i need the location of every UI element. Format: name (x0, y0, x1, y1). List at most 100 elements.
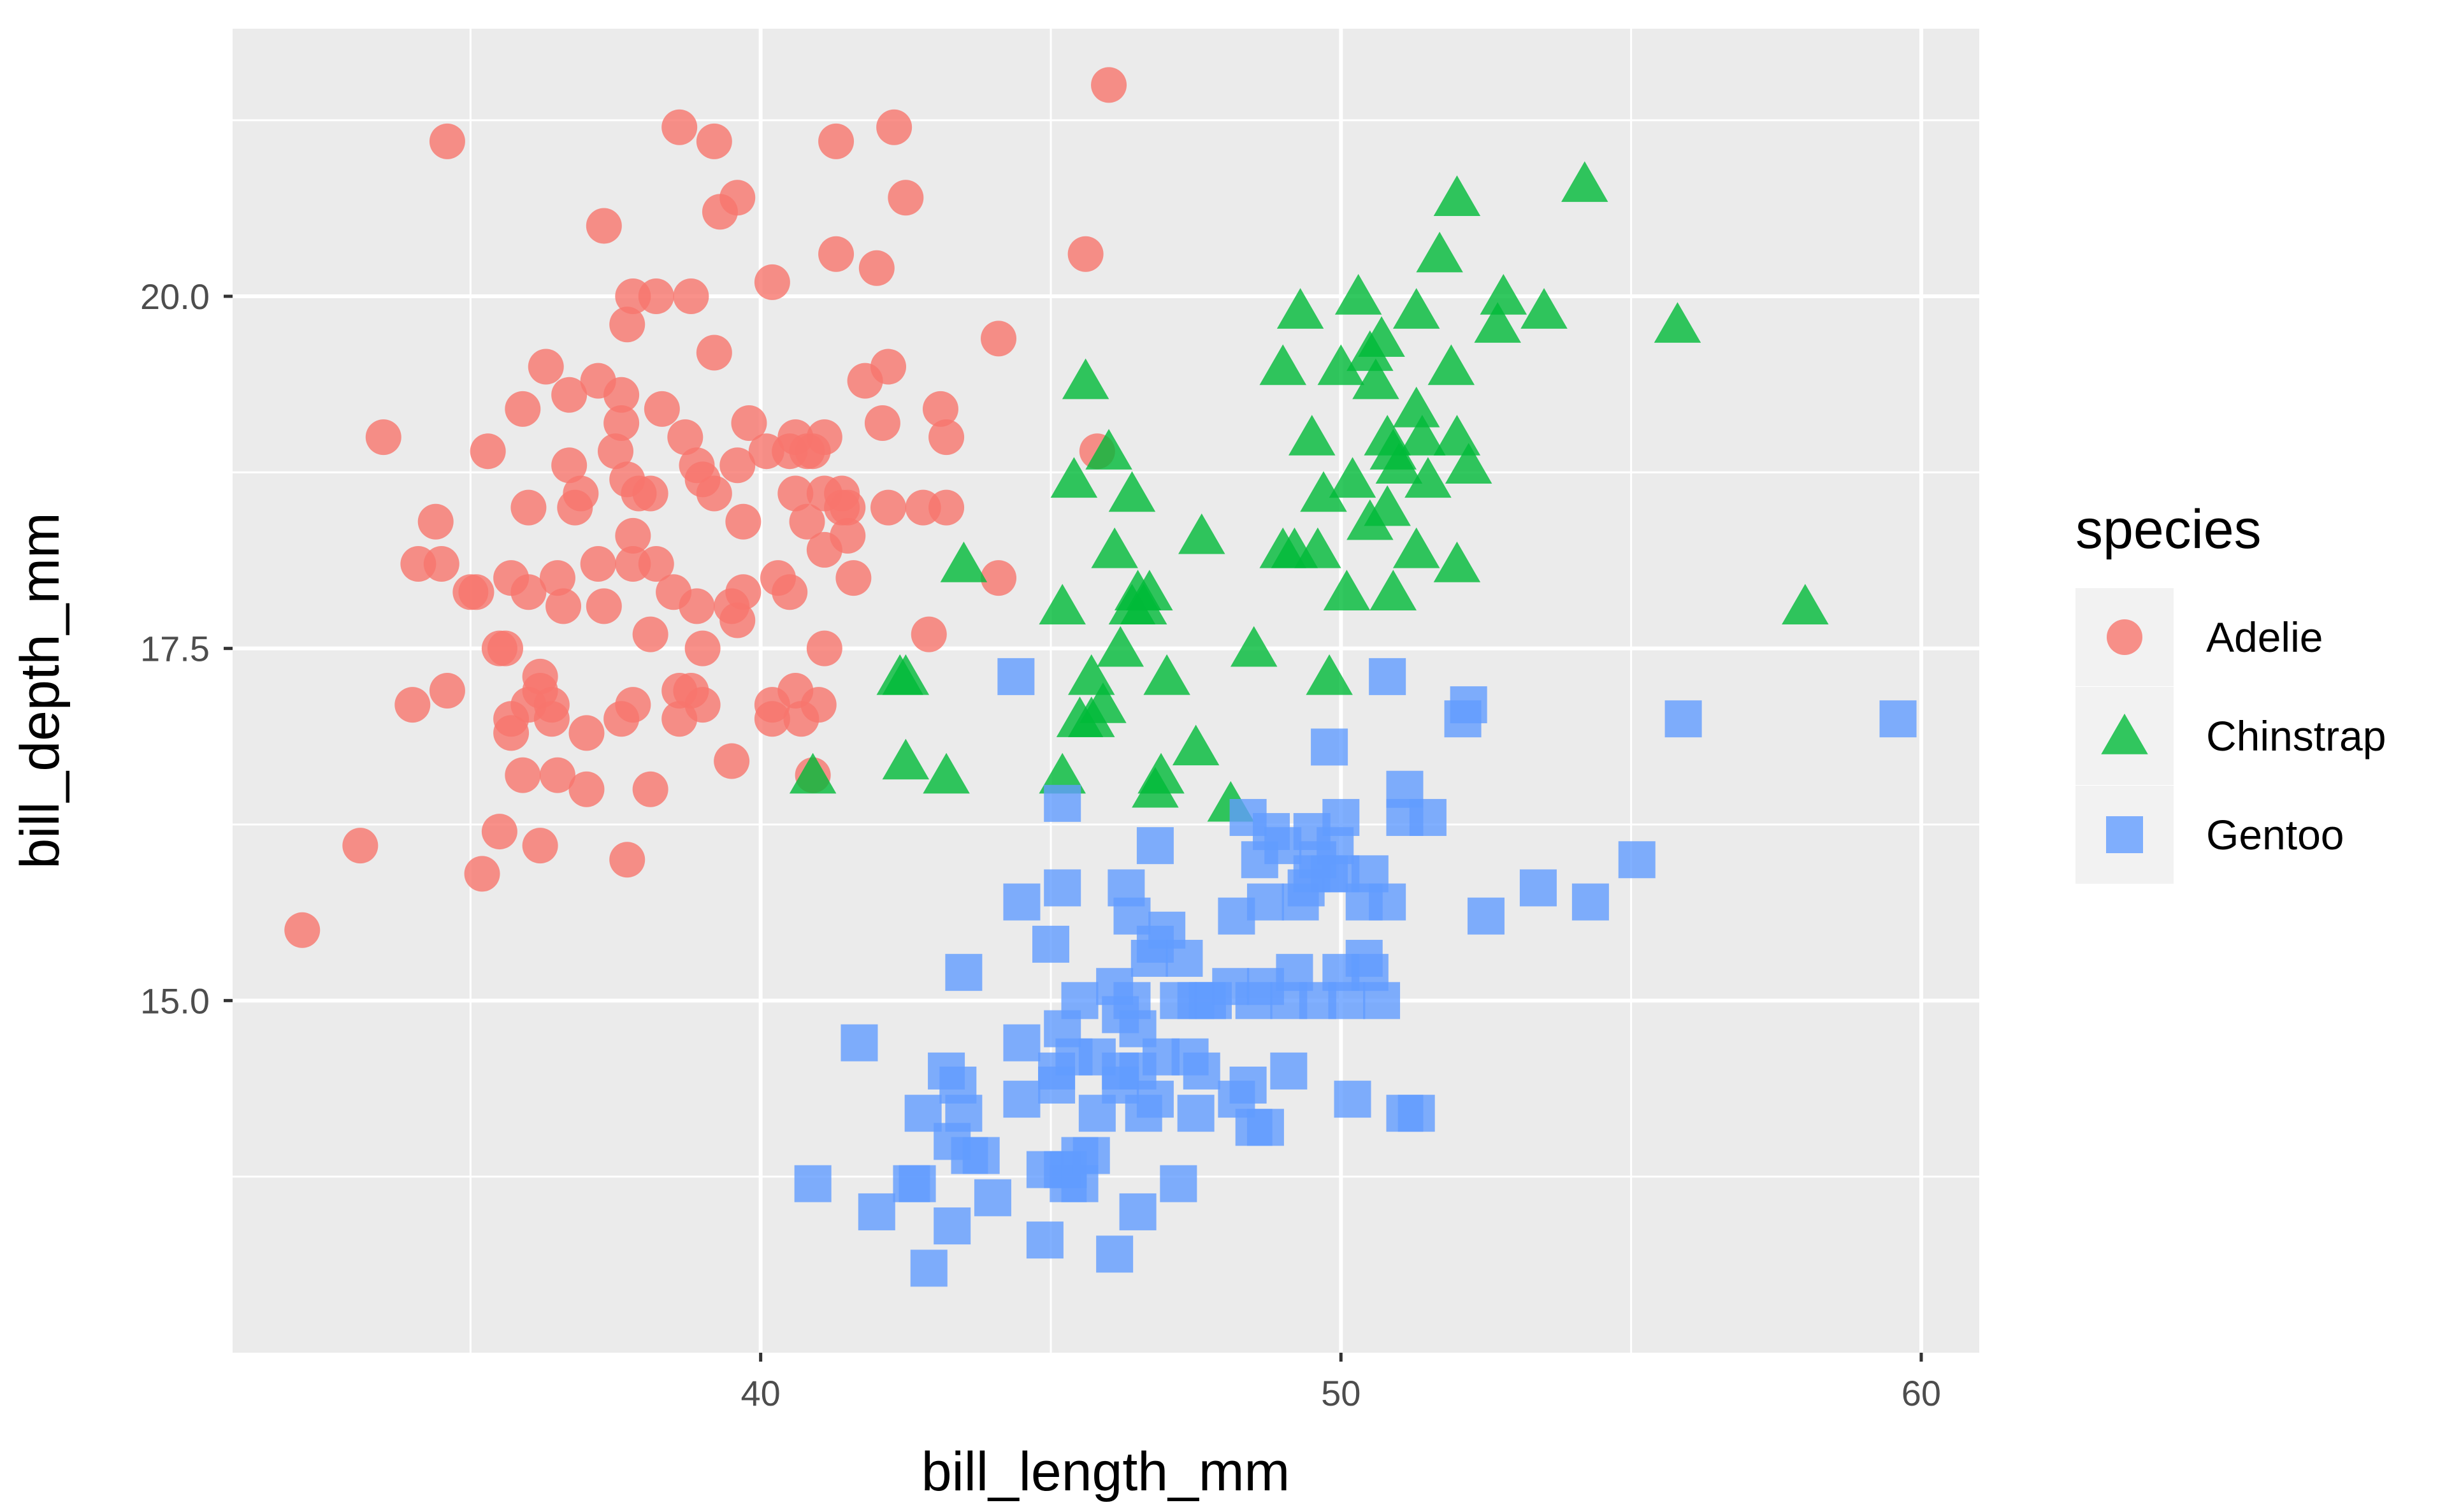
data-point-adelie (928, 489, 965, 526)
data-point-adelie (638, 278, 674, 315)
data-point-adelie (568, 715, 605, 751)
legend: species Adelie Chinstrap Gentoo (2075, 499, 2386, 884)
data-point-adelie (632, 475, 668, 512)
data-point-chinstrap (1329, 457, 1376, 498)
data-point-adelie (696, 475, 732, 512)
data-point-gentoo (1136, 827, 1174, 865)
series-chinstrap (789, 161, 1829, 822)
data-point-adelie (911, 616, 947, 652)
data-point-chinstrap (1352, 358, 1399, 400)
legend-key-triangle (2101, 714, 2148, 754)
data-point-gentoo (1397, 1095, 1435, 1132)
data-point-adelie (696, 123, 732, 159)
data-point-gentoo (1879, 700, 1917, 738)
data-point-chinstrap (1172, 724, 1220, 766)
data-point-adelie (876, 109, 913, 145)
data-point-chinstrap (1137, 752, 1185, 794)
data-point-chinstrap (1358, 316, 1405, 357)
data-point-gentoo (1450, 686, 1487, 724)
data-point-gentoo (1246, 883, 1284, 921)
data-point-adelie (458, 574, 494, 610)
data-point-adelie (586, 588, 622, 624)
data-point-chinstrap (882, 654, 930, 695)
data-point-adelie (638, 546, 674, 582)
data-point-adelie (522, 828, 558, 864)
data-point-chinstrap (1050, 457, 1098, 498)
data-point-chinstrap (1433, 542, 1481, 582)
data-point-adelie (598, 433, 634, 470)
data-point-adelie (632, 616, 668, 652)
data-point-chinstrap (1108, 471, 1156, 512)
data-point-adelie (551, 447, 588, 484)
data-point-chinstrap (789, 752, 837, 794)
data-point-gentoo (1003, 1024, 1041, 1062)
data-point-chinstrap (1416, 231, 1463, 273)
data-point-chinstrap (1474, 302, 1521, 343)
data-point-gentoo (974, 1179, 1011, 1216)
data-point-adelie (539, 560, 575, 596)
data-point-adelie (684, 687, 721, 723)
data-point-adelie (696, 335, 732, 371)
data-point-chinstrap (1654, 302, 1701, 343)
data-point-gentoo (1061, 982, 1099, 1019)
data-point-adelie (423, 546, 459, 582)
data-points (284, 67, 1917, 1287)
data-point-adelie (858, 250, 895, 286)
data-point-adelie (632, 771, 668, 807)
data-point-gentoo (1096, 1235, 1134, 1273)
data-point-gentoo (1363, 982, 1401, 1019)
data-point-adelie (539, 757, 575, 793)
data-point-gentoo (962, 1137, 1000, 1174)
data-point-adelie (417, 503, 454, 540)
data-point-chinstrap (882, 738, 930, 780)
data-point-adelie (568, 771, 605, 807)
legend-item-chinstrap: Chinstrap (2075, 687, 2386, 785)
data-point-adelie (481, 814, 517, 850)
data-point-gentoo (1369, 883, 1406, 921)
data-point-adelie (563, 475, 599, 512)
data-point-chinstrap (1294, 527, 1341, 568)
data-point-gentoo (1369, 658, 1406, 695)
data-point-chinstrap (1404, 457, 1452, 498)
data-point-gentoo (1246, 1109, 1284, 1146)
data-point-gentoo (1664, 700, 1702, 738)
y-tick-label: 20.0 (140, 277, 210, 317)
data-point-adelie (661, 109, 698, 145)
y-tick-labels: 15.0 17.5 20.0 (140, 277, 210, 1021)
data-point-chinstrap (1062, 358, 1109, 400)
data-point-adelie (493, 715, 530, 751)
data-point-adelie (505, 391, 541, 427)
data-point-adelie (789, 503, 825, 540)
data-point-chinstrap (1364, 485, 1411, 526)
data-point-chinstrap (1085, 429, 1132, 470)
data-point-chinstrap (1392, 386, 1440, 428)
data-point-gentoo (1166, 940, 1203, 977)
legend-item-gentoo: Gentoo (2075, 786, 2344, 884)
data-point-chinstrap (1288, 415, 1336, 456)
data-point-adelie (806, 630, 842, 666)
data-point-adelie (888, 180, 924, 216)
data-point-adelie (830, 517, 866, 554)
data-point-gentoo (794, 1165, 832, 1202)
data-point-gentoo (1003, 883, 1041, 921)
data-point-adelie (870, 489, 907, 526)
data-point-adelie (1091, 67, 1127, 103)
data-point-adelie (754, 264, 790, 300)
data-point-gentoo (997, 658, 1035, 695)
legend-title: species (2075, 499, 2262, 560)
data-point-adelie (714, 743, 750, 779)
data-point-chinstrap (940, 542, 988, 582)
data-point-gentoo (934, 1207, 971, 1245)
data-point-adelie (981, 560, 1017, 596)
data-point-chinstrap (1561, 161, 1608, 202)
data-point-chinstrap (1039, 752, 1086, 794)
data-point-adelie (284, 912, 321, 948)
data-point-adelie (464, 856, 500, 892)
data-point-adelie (684, 630, 721, 666)
data-point-adelie (772, 574, 808, 610)
data-point-adelie (818, 236, 855, 272)
data-point-chinstrap (1480, 274, 1527, 315)
data-point-adelie (429, 123, 465, 159)
data-point-adelie (470, 433, 506, 470)
data-point-adelie (731, 405, 767, 441)
